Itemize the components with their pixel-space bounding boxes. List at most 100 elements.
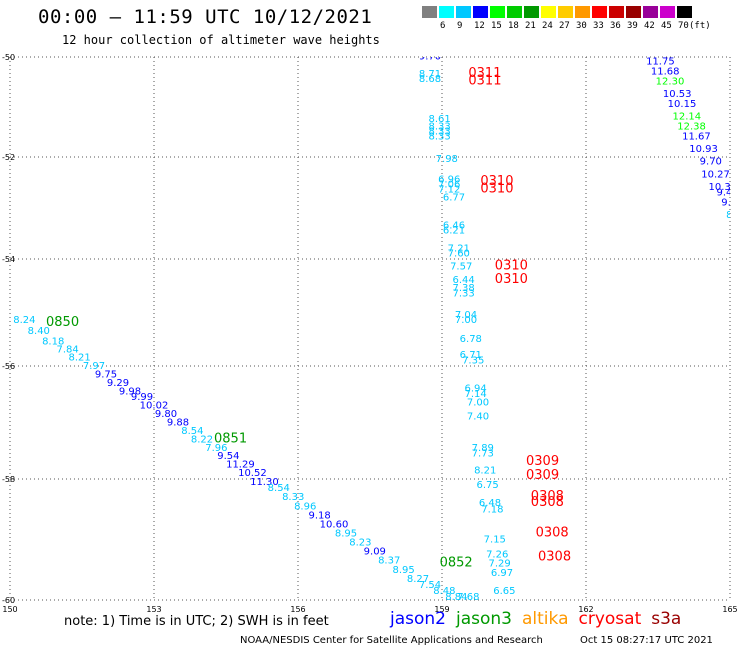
wave-height-label: 7.21 (448, 243, 470, 254)
wave-height-label: 8.54 (268, 483, 290, 494)
wave-height-label: 8.33 (428, 122, 450, 133)
legend-label: 70 (678, 21, 689, 31)
pass-time-label: 0311 (468, 66, 501, 81)
wave-height-label: 8.95 (726, 210, 740, 221)
legend-label: 33 (593, 21, 604, 31)
wave-height-label: 10.35 (708, 182, 737, 193)
wave-height-label: 8.21 (474, 465, 496, 476)
wave-height-label: 6.78 (460, 334, 482, 345)
wave-height-label: 12.14 (672, 112, 701, 123)
legend-label: 12 (474, 21, 485, 31)
wave-height-label: 9.70 (419, 52, 441, 63)
wave-height-label: 8.24 (13, 315, 35, 326)
wave-height-label: 7.14 (464, 389, 486, 400)
wave-height-label: 6.48 (479, 498, 501, 509)
wave-height-label: 6.75 (476, 480, 498, 491)
legend-swatch (472, 5, 489, 19)
wave-height-label: 8.95 (392, 565, 414, 576)
wave-height-label: 7.00 (455, 315, 477, 326)
wave-height-label: 10.52 (238, 468, 267, 479)
wave-height-label: 7.04 (455, 310, 477, 321)
wave-height-label: 8.33 (428, 132, 450, 143)
lat-tick-label: -58 (2, 475, 15, 484)
wave-height-label: 7.96 (205, 443, 227, 454)
wave-height-label: 7.00 (467, 398, 489, 409)
color-legend-labels: 6 9 12 15 18 21 24 27 30 33 36 39 42 45 70 (ft) (421, 21, 740, 33)
wave-height-label: 8.96 (294, 501, 316, 512)
legend-swatch (506, 5, 523, 19)
pass-time-label: 0308 (531, 495, 564, 510)
legend-label: 42 (644, 21, 655, 31)
footer-credit: NOAA/NESDIS Center for Satellite Applica… (240, 635, 543, 646)
wave-height-label: 7.73 (472, 448, 494, 459)
legend-swatch (659, 5, 676, 19)
wave-height-label: 9.99 (131, 392, 153, 403)
legend-label: 24 (542, 21, 553, 31)
wave-height-label: 7.60 (448, 248, 470, 259)
wave-height-label: 11.30 (250, 477, 279, 488)
wave-height-label: 7.29 (488, 559, 510, 570)
wave-height-label: 8.27 (407, 574, 429, 585)
wave-height-label: 7.33 (452, 288, 474, 299)
wave-height-label: 11.75 (646, 57, 675, 68)
wave-height-label: 9.47 (419, 47, 441, 58)
pass-time-label: 0850 (46, 315, 79, 330)
satellite-legend: jason2 jason3 altika cryosat s3a (390, 609, 691, 629)
wave-height-label: 7.84 (56, 345, 78, 356)
wave-height-label: 7.57 (450, 262, 472, 273)
wave-height-label: 7.12 (438, 185, 460, 196)
wave-height-label: 8.68 (419, 74, 441, 85)
legend-unit: (ft) (689, 21, 711, 31)
legend-label: 15 (491, 21, 502, 31)
wave-height-label: 9.09 (364, 547, 386, 558)
page-title: 00:00 – 11:59 UTC 10/12/2021 (38, 6, 373, 28)
lon-tick-label: 153 (146, 605, 161, 614)
wave-height-label: 6.21 (443, 226, 465, 237)
legend-swatch (642, 5, 659, 19)
legend-swatch (574, 5, 591, 19)
wave-height-label: 6.96 (438, 175, 460, 186)
wave-height-label: 9.80 (155, 409, 177, 420)
wave-height-label: 10.53 (663, 89, 692, 100)
lat-tick-label: -54 (2, 255, 15, 264)
satellite-name: s3a (651, 609, 682, 629)
track-layer: 8.248.408.187.848.217.979.759.299.989.99… (13, 44, 740, 603)
legend-label: 30 (576, 21, 587, 31)
wave-height-label: 12.38 (677, 122, 706, 133)
pass-time-label: 0310 (480, 174, 513, 189)
wave-height-label: 9.88 (167, 417, 189, 428)
wave-height-label: 8.61 (428, 114, 450, 125)
legend-label: 9 (457, 21, 463, 31)
satellite-name: altika (522, 609, 569, 629)
wave-height-label: 8.60 (731, 220, 740, 231)
wave-height-label: 6.65 (493, 586, 515, 597)
legend-swatch (625, 5, 642, 19)
lon-tick-label: 159 (434, 605, 449, 614)
legend-label: 39 (627, 21, 638, 31)
pass-time-label: 1148 (682, 44, 715, 59)
legend-swatch (591, 5, 608, 19)
wave-height-label: 10.15 (668, 99, 697, 110)
pass-time-label: 0310 (480, 182, 513, 197)
wave-height-label: 11.86 (639, 47, 668, 58)
satellite-name: jason2 (390, 609, 446, 629)
legend-swatch (540, 5, 557, 19)
wave-height-label: 12.30 (656, 77, 685, 88)
lat-tick-label: -60 (2, 596, 15, 605)
satellite-name: jason3 (456, 609, 512, 629)
wave-height-label: 8.48 (433, 586, 455, 597)
legend-swatch (676, 5, 693, 19)
wave-height-label: 6.46 (443, 220, 465, 231)
lon-tick-label: 150 (2, 605, 17, 614)
wave-height-label: 8.22 (191, 434, 213, 445)
wave-height-label: 9.29 (107, 378, 129, 389)
wave-height-label: 7.26 (486, 550, 508, 561)
wave-height-label: 6.94 (464, 383, 486, 394)
wave-height-label: 10.60 (320, 519, 349, 530)
footer-note: note: 1) Time is in UTC; 2) SWH is in fe… (64, 614, 329, 629)
wave-height-label: 11.67 (682, 132, 711, 143)
pass-time-label: 0852 (440, 556, 473, 571)
wave-height-label: 9.70 (721, 197, 740, 208)
pass-time-label: 0308 (538, 550, 571, 565)
